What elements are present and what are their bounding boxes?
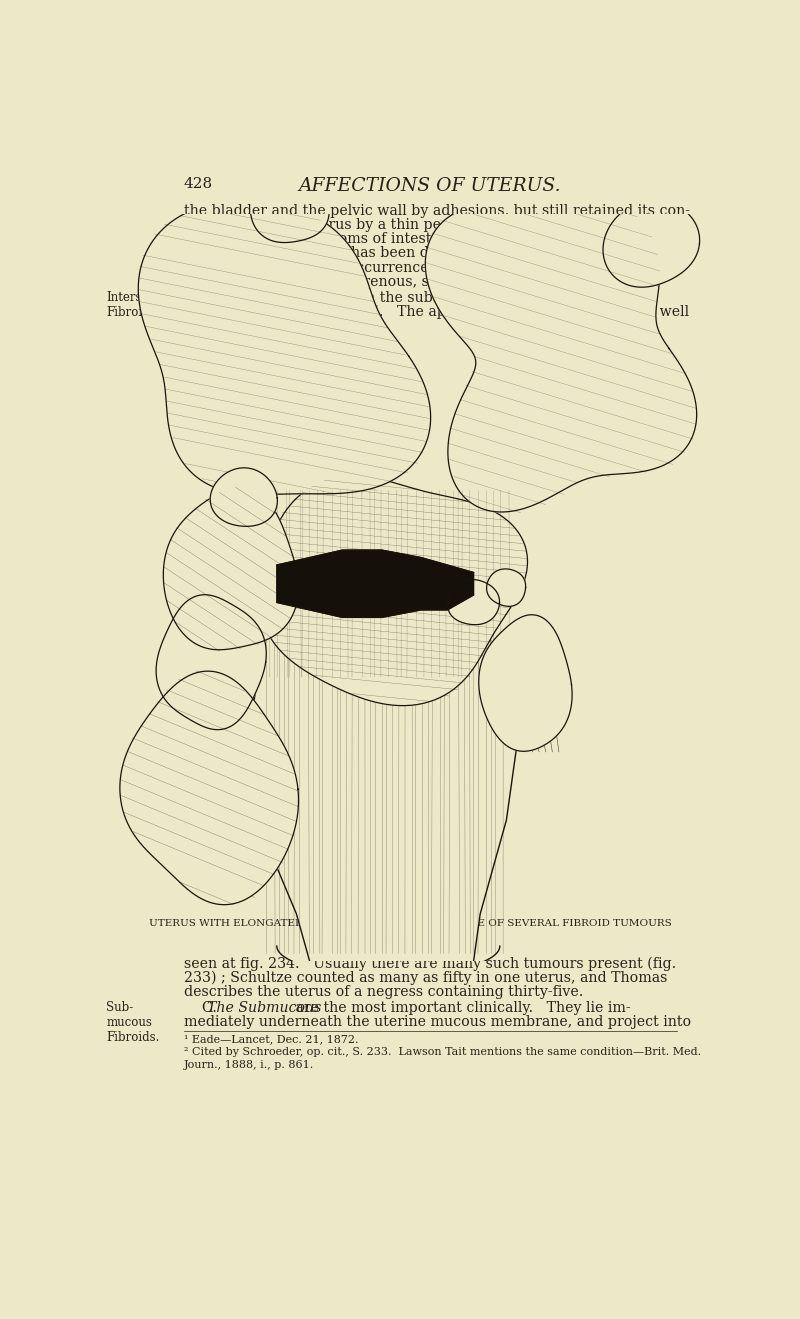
Text: of the abdominal walls has been described by Düll :² he reports two: of the abdominal walls has been describe… xyxy=(184,247,671,260)
Text: C.: C. xyxy=(184,1001,221,1016)
Polygon shape xyxy=(210,468,278,526)
Text: (Sir J. Y. Simpson).: (Sir J. Y. Simpson). xyxy=(355,934,465,947)
Text: 233) ; Schultze counted as many as fifty in one uterus, and Thomas: 233) ; Schultze counted as many as fifty… xyxy=(184,971,667,985)
Polygon shape xyxy=(120,671,298,905)
Text: 428: 428 xyxy=(184,177,213,191)
Polygon shape xyxy=(478,615,572,752)
Text: The Interstitial: The Interstitial xyxy=(207,290,314,305)
Text: ² Cited by Schroeder, op. cit., S. 233.  Lawson Tait mentions the same condition: ² Cited by Schroeder, op. cit., S. 233. … xyxy=(184,1047,701,1057)
Polygon shape xyxy=(277,550,474,617)
Polygon shape xyxy=(250,168,329,243)
Text: cases of this very rare occurrence ; in one case, the skin covering the: cases of this very rare occurrence ; in … xyxy=(184,261,683,274)
Text: UTERUS WITH ELONGATED CAVITY DUE TO THE PRESENCE OF SEVERAL FIBROID TUMOURS: UTERUS WITH ELONGATED CAVITY DUE TO THE … xyxy=(149,919,671,929)
Polygon shape xyxy=(277,946,500,976)
Polygon shape xyxy=(603,200,700,288)
Text: do not become pediculated.   The appearance of such a tumour is well: do not become pediculated. The appearanc… xyxy=(184,305,689,319)
Text: AFFECTIONS OF UTERUS.: AFFECTIONS OF UTERUS. xyxy=(298,177,561,195)
Text: The Submucous: The Submucous xyxy=(207,1001,322,1016)
Text: Journ., 1888, i., p. 861.: Journ., 1888, i., p. 861. xyxy=(184,1059,314,1070)
Text: Sub-
mucous
Fibroids.: Sub- mucous Fibroids. xyxy=(106,1001,159,1045)
Text: nection with the uterus by a thin pedicle.   Adhesions to the intestines: nection with the uterus by a thin pedicl… xyxy=(184,218,687,232)
Text: ¹ Eade—Lancet, Dec. 21, 1872.: ¹ Eade—Lancet, Dec. 21, 1872. xyxy=(184,1034,358,1045)
Text: hernial sac became gangrenous, so that the tumour lay exposed.: hernial sac became gangrenous, so that t… xyxy=(184,274,649,289)
Text: have produced symptoms of intestinal obstruction.¹  Hernial protrusion: have produced symptoms of intestinal obs… xyxy=(184,232,698,247)
Polygon shape xyxy=(448,579,499,625)
Text: the bladder and the pelvic wall by adhesions, but still retained its con-: the bladder and the pelvic wall by adhes… xyxy=(184,203,690,218)
Text: are the most important clinically.   They lie im-: are the most important clinically. They … xyxy=(290,1001,630,1016)
Polygon shape xyxy=(156,595,266,729)
Text: mediately underneath the uterine mucous membrane, and project into: mediately underneath the uterine mucous … xyxy=(184,1016,691,1029)
Polygon shape xyxy=(486,568,526,607)
Polygon shape xyxy=(250,632,519,962)
Text: Fig. 233.: Fig. 233. xyxy=(380,902,440,915)
Text: Interstitial
Fibroids.: Interstitial Fibroids. xyxy=(106,290,170,319)
Polygon shape xyxy=(426,199,697,512)
Text: remain in the substance of the uterine wall, and: remain in the substance of the uterine w… xyxy=(302,290,651,305)
Text: describes the uterus of a negress containing thirty-five.: describes the uterus of a negress contai… xyxy=(184,985,583,1000)
Text: seen at fig. 234.   Usually there are many such tumours present (fig.: seen at fig. 234. Usually there are many… xyxy=(184,956,676,971)
Text: B.: B. xyxy=(184,290,222,305)
Polygon shape xyxy=(163,488,298,650)
Polygon shape xyxy=(259,476,527,706)
Polygon shape xyxy=(138,200,430,495)
